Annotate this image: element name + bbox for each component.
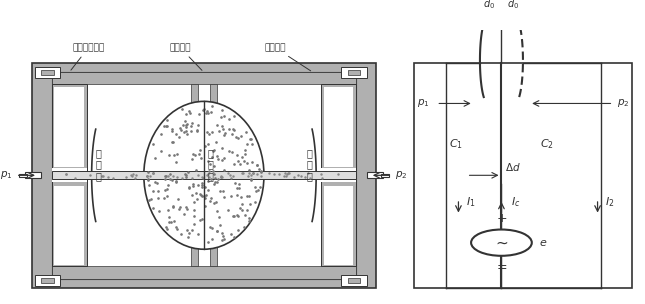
Bar bbox=[210, 84, 217, 267]
Text: $C_2$: $C_2$ bbox=[540, 137, 554, 151]
Bar bbox=[414, 63, 632, 288]
Bar bbox=[321, 84, 356, 267]
Text: ~: ~ bbox=[495, 235, 508, 250]
Bar bbox=[348, 278, 361, 283]
Circle shape bbox=[471, 230, 531, 256]
Bar bbox=[324, 87, 353, 167]
Bar bbox=[367, 172, 382, 178]
Bar bbox=[52, 72, 356, 279]
Text: 固定弧形极板: 固定弧形极板 bbox=[71, 43, 104, 70]
Bar bbox=[41, 278, 54, 283]
Text: $I_c$: $I_c$ bbox=[511, 195, 521, 209]
Bar bbox=[52, 267, 356, 279]
Bar bbox=[341, 275, 367, 286]
Bar bbox=[348, 70, 361, 75]
Bar bbox=[52, 168, 86, 182]
Bar bbox=[341, 67, 367, 78]
Text: $d_0$: $d_0$ bbox=[483, 0, 495, 11]
Bar bbox=[19, 174, 26, 177]
Bar bbox=[324, 186, 353, 265]
Text: 低
压
室: 低 压 室 bbox=[307, 148, 313, 181]
Bar bbox=[52, 72, 356, 84]
Text: +: + bbox=[496, 212, 507, 225]
Ellipse shape bbox=[144, 101, 264, 249]
Text: 高
压
室: 高 压 室 bbox=[95, 148, 101, 181]
Bar bbox=[25, 172, 41, 178]
Text: 检测膜片: 检测膜片 bbox=[170, 43, 202, 70]
Text: $I_2$: $I_2$ bbox=[605, 195, 615, 209]
Bar bbox=[321, 168, 356, 182]
Text: 电
解
质: 电 解 质 bbox=[207, 148, 213, 181]
Bar bbox=[35, 67, 60, 78]
Bar bbox=[52, 171, 356, 179]
Bar bbox=[54, 186, 84, 265]
Bar bbox=[41, 70, 54, 75]
Bar bbox=[192, 84, 197, 267]
Bar bbox=[54, 87, 84, 167]
Text: $\Delta d$: $\Delta d$ bbox=[505, 161, 521, 173]
Text: 隔离膜片: 隔离膜片 bbox=[264, 43, 311, 71]
Text: $p_2$: $p_2$ bbox=[395, 169, 408, 181]
Bar bbox=[381, 174, 389, 177]
Text: $p_2$: $p_2$ bbox=[617, 98, 629, 109]
Text: $p_1$: $p_1$ bbox=[0, 169, 13, 181]
Bar bbox=[52, 84, 86, 267]
Text: $C_1$: $C_1$ bbox=[449, 137, 463, 151]
Text: $I_1$: $I_1$ bbox=[466, 195, 475, 209]
Text: $e$: $e$ bbox=[539, 238, 548, 248]
Text: $p_1$: $p_1$ bbox=[417, 98, 430, 109]
Text: =: = bbox=[496, 261, 507, 274]
Bar bbox=[35, 275, 60, 286]
Bar bbox=[32, 63, 376, 288]
Text: $d_0$: $d_0$ bbox=[508, 0, 519, 11]
